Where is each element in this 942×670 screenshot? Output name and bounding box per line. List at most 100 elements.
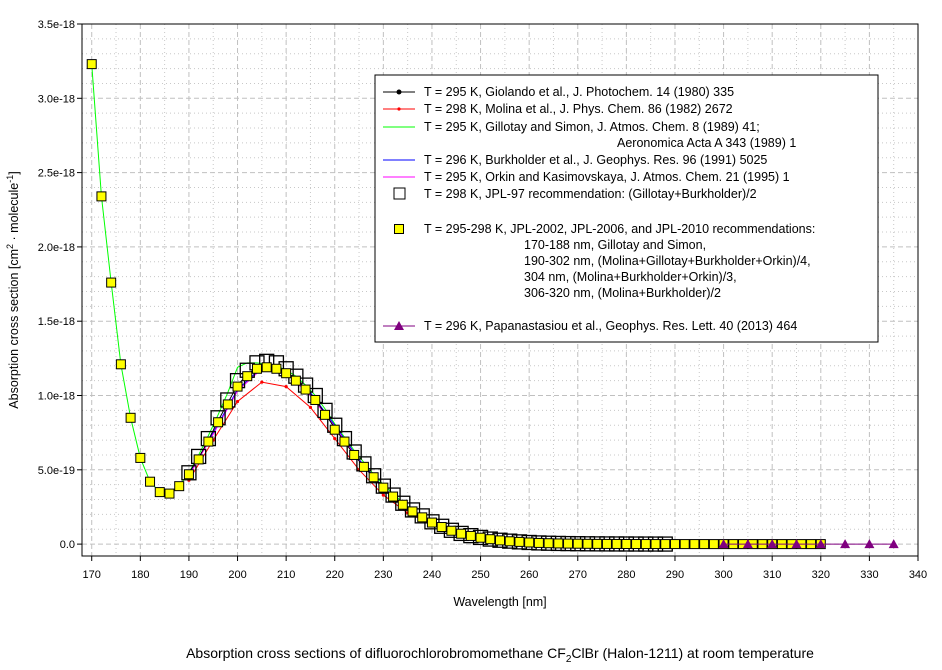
data-point: [426, 517, 437, 528]
y-tick-label: 3.5e-18: [38, 19, 75, 31]
y-tick-label: 3.0e-18: [38, 93, 75, 105]
x-tick-label: 190: [180, 569, 198, 581]
data-point: [601, 538, 612, 549]
x-tick-label: 340: [909, 569, 927, 581]
legend-label-jpl97: T = 298 K, JPL-97 recommendation: (Gillo…: [424, 187, 757, 201]
data-point: [397, 499, 408, 510]
data-point: [840, 539, 851, 549]
x-tick-label: 240: [423, 569, 441, 581]
data-point: [417, 512, 428, 523]
series-line: [188, 381, 821, 545]
data-point: [154, 487, 165, 498]
data-point: [349, 449, 360, 460]
x-tick-label: 230: [374, 569, 392, 581]
data-point: [310, 394, 321, 405]
data-point: [718, 539, 729, 549]
data-point: [378, 482, 389, 493]
data-point: [339, 436, 350, 447]
data-point: [86, 59, 97, 70]
data-point: [436, 522, 447, 533]
legend-marker: [393, 187, 406, 200]
data-point: [145, 476, 156, 487]
data-point: [699, 539, 710, 550]
data-point: [404, 502, 421, 518]
data-point: [791, 539, 802, 549]
data-point: [533, 537, 544, 548]
legend-marker: [396, 89, 402, 95]
data-point: [358, 461, 369, 472]
data-point: [465, 530, 476, 541]
data-point: [485, 534, 496, 545]
data-point: [407, 506, 418, 517]
data-point: [96, 191, 107, 202]
x-tick-label: 200: [228, 569, 246, 581]
y-tick-label: 1.5e-18: [38, 316, 75, 328]
series-7: [718, 539, 899, 549]
legend-label-jpl2010-line4: 306-320 nm, (Molina+Burkholder)/2: [524, 286, 721, 300]
y-axis-label: Absorption cross section [cm2 · molecule…: [5, 171, 21, 408]
legend-marks: [383, 89, 415, 330]
data-point: [669, 539, 680, 550]
x-tick-label: 300: [714, 569, 732, 581]
data-point: [888, 539, 899, 549]
data-point: [388, 491, 399, 502]
ticks: 170 180 190 200 210 220 230 240 250 260 270 280 290 3…: [38, 19, 927, 581]
data-point: [572, 538, 583, 549]
x-tick-label: 170: [83, 569, 101, 581]
plot-frame: [81, 23, 919, 557]
legend: T = 295 K, Giolando et al., J. Photochem…: [374, 74, 879, 343]
data-point: [125, 412, 136, 423]
legend-label-jpl2010-line2: 190-302 nm, (Molina+Gillotay+Burkholder+…: [524, 254, 811, 268]
data-point: [329, 424, 340, 435]
data-point: [193, 454, 204, 465]
series-3: [188, 366, 821, 545]
x-axis-label: Wavelength [nm]: [453, 595, 546, 609]
data-point: [271, 363, 282, 374]
data-point: [689, 539, 700, 550]
data-point: [115, 359, 126, 370]
x-tick-label: 250: [471, 569, 489, 581]
data-point: [320, 409, 331, 420]
data-point: [592, 538, 603, 549]
data-point: [553, 538, 564, 549]
data-point: [260, 380, 264, 384]
data-point: [621, 538, 632, 549]
legend-label-jpl2010: T = 295-298 K, JPL-2002, JPL-2006, and J…: [424, 222, 815, 236]
data-point: [284, 384, 288, 389]
data-point: [181, 465, 197, 481]
series-line: [188, 366, 821, 545]
data-point: [679, 539, 690, 550]
data-point: [815, 539, 826, 549]
data-point: [504, 536, 515, 547]
data-point: [174, 481, 185, 492]
data-point: [365, 468, 382, 484]
data-point: [106, 277, 117, 288]
data-point: [631, 539, 642, 550]
data-point: [543, 538, 554, 549]
data-point: [742, 539, 753, 549]
x-tick-label: 220: [326, 569, 344, 581]
x-tick-label: 180: [131, 569, 149, 581]
data-point: [183, 469, 194, 480]
y-tick-label: 1.0e-18: [38, 391, 75, 403]
data-point: [368, 472, 379, 483]
data-point: [235, 399, 240, 404]
legend-label-gillotay: T = 295 K, Gillotay and Simon, J. Atmos.…: [424, 120, 760, 134]
data-point: [281, 368, 292, 379]
data-point: [222, 399, 233, 410]
x-tick-label: 210: [277, 569, 295, 581]
legend-marker: [394, 321, 404, 330]
x-tick-label: 290: [666, 569, 684, 581]
data-point: [582, 538, 593, 549]
y-tick-label: 2.0e-18: [38, 242, 75, 254]
data-point: [242, 371, 253, 382]
data-point: [308, 405, 313, 409]
data-point: [261, 362, 272, 373]
data-point: [495, 535, 505, 546]
data-point: [563, 538, 574, 549]
data-point: [333, 437, 337, 441]
x-tick-label: 280: [617, 569, 635, 581]
data-point: [232, 381, 243, 392]
legend-marker: [394, 224, 404, 234]
